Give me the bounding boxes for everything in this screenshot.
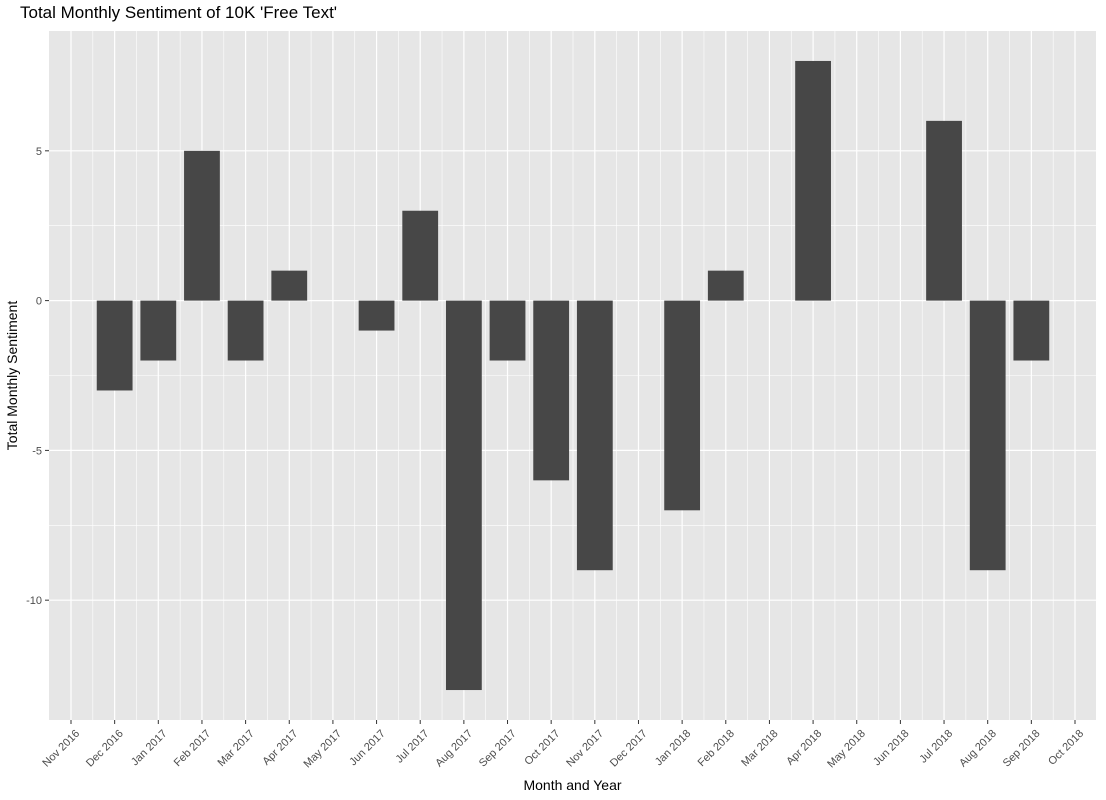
- x-tick-label: Jan 2018: [653, 728, 693, 768]
- x-tick-label: Oct 2017: [522, 728, 562, 768]
- bar: [1013, 300, 1050, 361]
- bar: [184, 150, 220, 301]
- x-tick-label: Dec 2017: [608, 728, 650, 770]
- bar: [358, 300, 395, 331]
- chart-title: Total Monthly Sentiment of 10K 'Free Tex…: [20, 3, 338, 22]
- bar: [445, 300, 482, 691]
- x-axis-title: Month and Year: [523, 777, 621, 793]
- x-tick-label: May 2018: [825, 728, 868, 771]
- x-tick-label: Jul 2017: [394, 728, 432, 766]
- bar: [402, 210, 439, 301]
- bar: [969, 300, 1006, 571]
- bar: [140, 300, 177, 361]
- y-axis-title: Total Monthly Sentiment: [4, 301, 20, 451]
- bar: [489, 300, 526, 361]
- x-tick-label: Dec 2016: [84, 728, 126, 770]
- x-tick-label: Aug 2018: [957, 728, 999, 770]
- x-tick-label: Jun 2017: [347, 728, 387, 768]
- y-tick-label: 5: [36, 146, 42, 158]
- x-tick-label: Oct 2018: [1046, 728, 1086, 768]
- bar: [271, 270, 308, 301]
- y-tick-label: -5: [32, 445, 42, 457]
- y-tick-label: 0: [36, 296, 42, 308]
- x-tick-label: Apr 2017: [260, 728, 300, 768]
- bar: [227, 300, 264, 361]
- x-tick-label: Mar 2017: [215, 728, 256, 769]
- x-tick-label: Feb 2017: [172, 728, 213, 769]
- bar: [926, 120, 962, 301]
- x-tick-label: Aug 2017: [433, 728, 475, 770]
- x-tick-label: Sep 2018: [1001, 728, 1043, 770]
- x-tick-label: Sep 2017: [477, 728, 519, 770]
- y-tick-label: -10: [26, 595, 42, 607]
- x-tick-label: Jul 2018: [917, 728, 955, 766]
- bar: [576, 300, 613, 571]
- x-tick-label: Apr 2018: [784, 728, 824, 768]
- x-tick-label: Jan 2017: [129, 728, 169, 768]
- x-tick-label: Jun 2018: [871, 728, 911, 768]
- bar: [664, 300, 701, 511]
- x-tick-label: May 2017: [301, 728, 344, 771]
- x-tick-label: Feb 2018: [696, 728, 737, 769]
- x-tick-label: Nov 2016: [40, 728, 82, 770]
- bar: [795, 60, 831, 301]
- bar: [96, 300, 133, 391]
- bar: [707, 270, 744, 301]
- x-tick-label: Nov 2017: [564, 728, 606, 770]
- bar: [533, 300, 570, 481]
- x-tick-label: Mar 2018: [739, 728, 780, 769]
